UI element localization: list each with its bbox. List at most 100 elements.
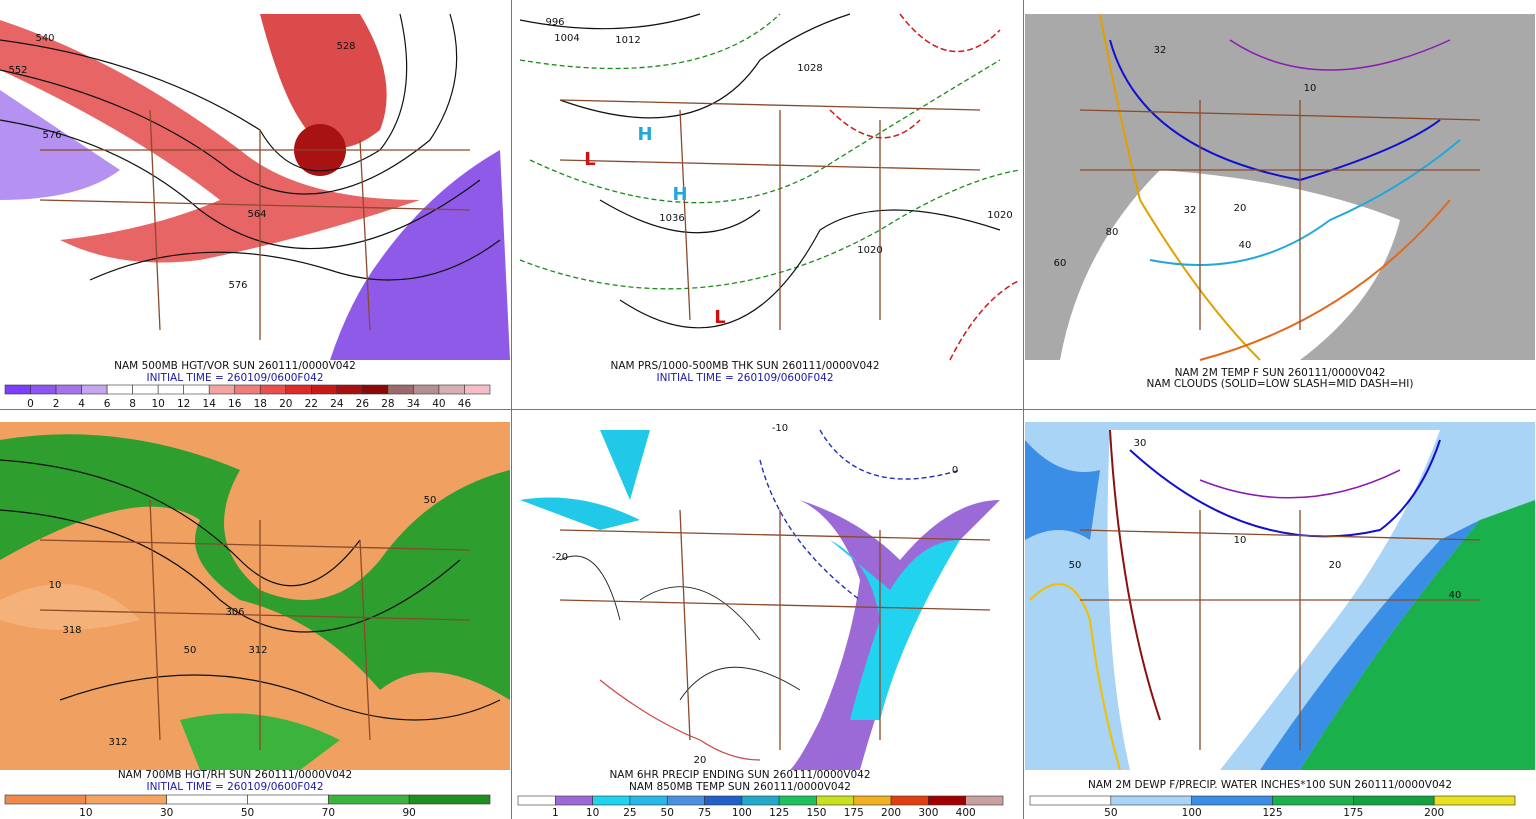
colorbar-swatch	[311, 384, 338, 395]
colorbar-label: 22	[305, 398, 318, 410]
colorbar-label: 12	[177, 398, 190, 410]
panel-caption: NAM 6HR PRECIP ENDING SUN 260111/0000V04…	[609, 769, 870, 781]
panel-caption: NAM 850MB TEMP SUN 260111/0000V042	[629, 781, 851, 793]
panel-6-map	[1025, 422, 1535, 771]
contour-label: 80	[1106, 227, 1119, 238]
panel-caption: NAM 700MB HGT/RH SUN 260111/0000V042	[118, 769, 352, 781]
colorbar-swatch	[81, 384, 108, 395]
colorbar-swatch	[853, 795, 892, 806]
contour-label: 1028	[797, 63, 822, 74]
colorbar-label: 25	[623, 807, 636, 819]
colorbar-label: 10	[151, 398, 164, 410]
colorbar-label: 400	[956, 807, 976, 819]
colorbar-swatch	[132, 384, 159, 395]
colorbar-swatch	[408, 794, 491, 805]
contour-label: 312	[248, 645, 267, 656]
contour-label: 20	[694, 755, 707, 766]
contour-label: 540	[35, 33, 54, 44]
colorbar-label: 18	[254, 398, 267, 410]
contour-label: 32	[1154, 45, 1167, 56]
panel-3-map	[1025, 13, 1535, 361]
colorbar-label: 14	[203, 398, 217, 410]
colorbar-swatch	[106, 384, 133, 395]
contour-label: 10	[1234, 535, 1247, 546]
colorbar-label: 50	[241, 807, 254, 819]
colorbar-label: 200	[1424, 807, 1444, 819]
colorbar-swatch	[965, 795, 1004, 806]
colorbar-swatch	[890, 795, 929, 806]
colorbar-label: 2	[53, 398, 60, 410]
contour-label: 1004	[554, 33, 579, 44]
contour-label: 50	[1069, 560, 1082, 571]
colorbar-swatch	[1110, 795, 1192, 806]
colorbar-label: 300	[918, 807, 938, 819]
contour-label: 40	[1449, 590, 1462, 601]
colorbar-swatch	[1029, 795, 1112, 806]
panel-4-map	[0, 422, 510, 770]
colorbar-label: 150	[806, 807, 826, 819]
colorbar-label: 90	[402, 807, 415, 819]
colorbar-swatch	[234, 384, 261, 395]
colorbar-swatch	[666, 795, 705, 806]
contour-label: 50	[424, 495, 437, 506]
colorbar-label: 70	[322, 807, 335, 819]
colorbar-label: 175	[844, 807, 864, 819]
contour-label: 306	[225, 607, 244, 618]
colorbar-label: 10	[586, 807, 599, 819]
contour-label: -20	[552, 552, 568, 563]
contour-label: 528	[336, 41, 355, 52]
contour-label: 0	[952, 465, 958, 476]
colorbar-swatch	[387, 384, 414, 395]
panel-caption: NAM 500MB HGT/VOR SUN 260111/0000V042	[114, 360, 356, 372]
contour-label: 564	[247, 209, 266, 220]
colorbar-label: 34	[407, 398, 421, 410]
colorbar-label: 46	[458, 398, 472, 410]
contour-label: 10	[49, 580, 62, 591]
contour-label: 576	[42, 130, 61, 141]
colorbar-label: 10	[79, 807, 92, 819]
contour-label: 996	[545, 17, 564, 28]
colorbar-swatch	[704, 795, 743, 806]
contour-label: 1020	[987, 210, 1012, 221]
panel-5-map	[513, 422, 1023, 770]
colorbar-swatch	[30, 384, 57, 395]
contour-label: L	[584, 149, 595, 170]
colorbar-swatch	[464, 384, 491, 395]
contour-label: 1012	[615, 35, 640, 46]
colorbar-swatch	[592, 795, 631, 806]
colorbar-swatch	[629, 795, 668, 806]
colorbar-swatch	[285, 384, 312, 395]
colorbar-label: 0	[27, 398, 34, 410]
colorbar-swatch	[1433, 795, 1516, 806]
colorbar-label: 26	[356, 398, 370, 410]
colorbar-label: 50	[1104, 807, 1117, 819]
colorbar-swatch	[4, 384, 31, 395]
colorbar-label: 100	[732, 807, 752, 819]
colorbar-swatch	[438, 384, 465, 395]
panel-caption: INITIAL TIME = 260109/0600F042	[146, 372, 323, 384]
colorbar-swatch	[362, 384, 389, 395]
colorbar-label: 40	[432, 398, 445, 410]
panel-caption: INITIAL TIME = 260109/0600F042	[656, 372, 833, 384]
contour-label: 1020	[857, 245, 882, 256]
colorbar-swatch	[157, 384, 184, 395]
contour-label: 50	[184, 645, 197, 656]
panel-caption: NAM PRS/1000-500MB THK SUN 260111/0000V0…	[610, 360, 879, 372]
colorbar-swatch	[166, 794, 248, 805]
colorbar-swatch	[1353, 795, 1435, 806]
colorbar-label: 1	[552, 807, 559, 819]
colorbar-label: 50	[661, 807, 674, 819]
colorbar-swatch	[413, 384, 440, 395]
panel-2-map	[513, 13, 1023, 361]
contour-label: 32	[1184, 205, 1197, 216]
colorbar-label: 100	[1182, 807, 1202, 819]
colorbar-swatch	[4, 794, 87, 805]
colorbar-swatch	[816, 795, 855, 806]
contour-label: 20	[1234, 203, 1247, 214]
colorbar-swatch	[1191, 795, 1273, 806]
panel-caption: NAM CLOUDS (SOLID=LOW SLASH=MID DASH=HI)	[1146, 378, 1413, 390]
colorbar-swatch	[247, 794, 329, 805]
colorbar-label: 4	[78, 398, 85, 410]
contour-label: 60	[1054, 258, 1067, 269]
